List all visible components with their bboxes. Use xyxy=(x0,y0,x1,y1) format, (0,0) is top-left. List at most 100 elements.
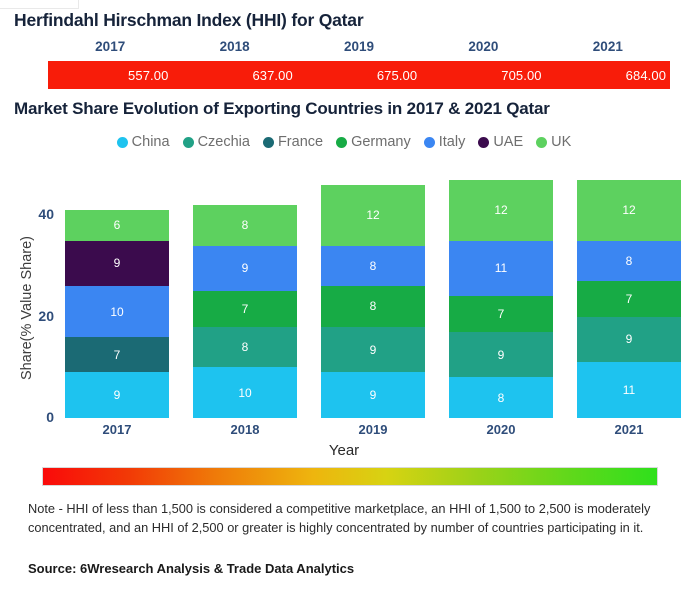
hhi-value-2019: 675.00 xyxy=(376,67,418,83)
bar-segment-value: 10 xyxy=(238,385,252,400)
x-axis-tick-2020: 2020 xyxy=(486,422,516,437)
bar-segment-2019-italy[interactable]: 8 xyxy=(321,245,425,287)
legend-swatch-icon xyxy=(116,136,128,148)
bar-segment-value: 11 xyxy=(494,261,508,276)
hhi-value-2018: 637.00 xyxy=(252,67,293,83)
bar-stack-2018[interactable]: 10 8 7 9 8 xyxy=(193,0,297,418)
bar-segment-value: 7 xyxy=(497,307,505,322)
bar-segment-value: 7 xyxy=(241,301,249,316)
bar-segment-2018-czechia[interactable]: 8 xyxy=(193,326,297,368)
bar-segment-2021-italy[interactable]: 8 xyxy=(577,240,681,282)
hhi-title: Herfindahl Hirschman Index (HHI) for Qat… xyxy=(14,10,364,30)
bar-segment-value: 8 xyxy=(497,390,505,405)
y-axis-tick-20: 20 xyxy=(38,307,54,324)
bar-segment-2017-italy[interactable]: 10 xyxy=(65,286,169,337)
bar-segment-value: 9 xyxy=(241,261,249,276)
hhi-year-2020: 2020 xyxy=(468,39,499,54)
hhi-value-2021: 684.00 xyxy=(625,67,667,83)
hhi-year-2017: 2017 xyxy=(95,39,126,54)
bar-segment-2020-germany[interactable]: 7 xyxy=(449,296,553,332)
bar-segment-value: 7 xyxy=(625,291,633,306)
x-axis-tick-2018: 2018 xyxy=(230,422,260,437)
bar-stack-2017[interactable]: 9 7 10 9 6 xyxy=(65,0,169,418)
bar-segment-2017-uae[interactable]: 9 xyxy=(65,240,169,287)
bar-segment-value: 8 xyxy=(241,218,249,233)
x-axis-label: Year xyxy=(328,442,360,459)
hhi-year-2019: 2019 xyxy=(343,39,375,54)
bar-segment-2017-china[interactable]: 9 xyxy=(65,372,169,418)
legend-swatch-icon xyxy=(182,136,194,148)
legend-swatch-icon xyxy=(336,136,348,148)
legend-item-czechia[interactable]: Czechia xyxy=(182,134,250,150)
hhi-year-header-row: 2017 2018 2019 2020 2021 xyxy=(48,39,670,54)
bar-segment-2019-china[interactable]: 9 xyxy=(321,372,425,418)
hhi-value-2020: 705.00 xyxy=(501,67,542,83)
bar-segment-2017-france[interactable]: 7 xyxy=(65,336,169,373)
legend-item-china[interactable]: China xyxy=(116,134,170,150)
bar-segment-2019-uk[interactable]: 12 xyxy=(321,184,425,246)
bar-segment-value: 9 xyxy=(113,256,121,271)
legend-label: Germany xyxy=(351,134,411,150)
bar-segment-value: 10 xyxy=(110,304,124,319)
bar-segment-value: 8 xyxy=(625,253,633,268)
bar-segment-2020-italy[interactable]: 11 xyxy=(449,240,553,297)
footer-note: Note - HHI of less than 1,500 is conside… xyxy=(28,501,651,535)
footer-source: Source: 6Wresearch Analysis & Trade Data… xyxy=(28,561,355,576)
legend-label: France xyxy=(277,134,324,150)
bar-segment-value: 12 xyxy=(366,208,380,223)
legend-item-italy[interactable]: Italy xyxy=(423,134,466,150)
hhi-year-2018: 2018 xyxy=(219,39,250,54)
legend-swatch-icon xyxy=(423,136,435,148)
bar-stack-2019[interactable]: 9 9 8 8 12 xyxy=(321,0,425,418)
bar-segment-2019-czechia[interactable]: 9 xyxy=(321,326,425,373)
bar-segment-2021-uk[interactable]: 12 xyxy=(577,179,681,241)
bar-segment-2021-china[interactable]: 11 xyxy=(577,362,681,418)
bar-segment-value: 9 xyxy=(369,342,377,357)
hhi-value-2017: 557.00 xyxy=(128,67,169,83)
legend-label: Czechia xyxy=(197,134,250,150)
bar-segment-2021-czechia[interactable]: 9 xyxy=(577,316,681,363)
hhi-value-bar: 557.00 637.00 675.00 705.00 684.00 xyxy=(48,61,670,89)
legend-label: Italy xyxy=(438,134,466,150)
bar-segment-value: 6 xyxy=(113,218,121,233)
bar-segment-2018-uk[interactable]: 8 xyxy=(193,205,297,246)
legend-item-france[interactable]: France xyxy=(262,134,324,150)
legend-label: UK xyxy=(551,134,572,150)
bar-segment-2020-uk[interactable]: 12 xyxy=(449,179,553,241)
legend-item-uk[interactable]: UK xyxy=(536,134,571,150)
x-axis-tick-2019: 2019 xyxy=(358,422,388,437)
bar-segment-value: 9 xyxy=(113,388,121,403)
x-axis-tick-2021: 2021 xyxy=(614,422,644,437)
legend-item-germany[interactable]: Germany xyxy=(336,134,411,150)
hhi-gradient-scale xyxy=(42,467,658,486)
bar-segment-value: 8 xyxy=(369,299,377,314)
legend-item-uae[interactable]: UAE xyxy=(478,134,523,150)
bar-stack-2020[interactable]: 8 9 7 11 12 xyxy=(449,0,553,418)
bar-segment-value: 8 xyxy=(241,340,249,354)
bar-segment-value: 12 xyxy=(494,203,508,218)
y-axis-tick-40: 40 xyxy=(38,206,54,223)
legend-swatch-icon xyxy=(478,136,490,148)
chart-legend: China Czechia France Germany Italy UAE UK xyxy=(0,134,688,150)
bar-segment-value: 9 xyxy=(625,332,633,347)
bar-segment-2018-italy[interactable]: 9 xyxy=(193,245,297,292)
chart-title: Market Share Evolution of Exporting Coun… xyxy=(14,99,550,118)
y-axis-tick-0: 0 xyxy=(46,409,54,425)
bar-segment-value: 7 xyxy=(113,347,121,362)
bar-segment-2018-china[interactable]: 10 xyxy=(193,367,297,418)
bar-segment-value: 11 xyxy=(622,383,636,398)
corner-notch xyxy=(0,0,79,9)
bar-segment-2021-germany[interactable]: 7 xyxy=(577,281,681,317)
x-axis-tick-2017: 2017 xyxy=(102,422,132,437)
hhi-year-2021: 2021 xyxy=(592,39,623,54)
bar-segment-value: 12 xyxy=(622,203,636,218)
bar-segment-value: 8 xyxy=(369,258,377,273)
bar-segment-2020-china[interactable]: 8 xyxy=(449,377,553,418)
bar-stack-2021[interactable]: 11 9 7 8 12 xyxy=(577,0,681,418)
bar-segment-2017-uk[interactable]: 6 xyxy=(65,210,169,241)
bar-segment-2018-germany[interactable]: 7 xyxy=(193,291,297,327)
bar-segment-2019-germany[interactable]: 8 xyxy=(321,286,425,327)
bar-segment-2020-czechia[interactable]: 9 xyxy=(449,331,553,378)
bar-segment-value: 9 xyxy=(497,347,505,362)
